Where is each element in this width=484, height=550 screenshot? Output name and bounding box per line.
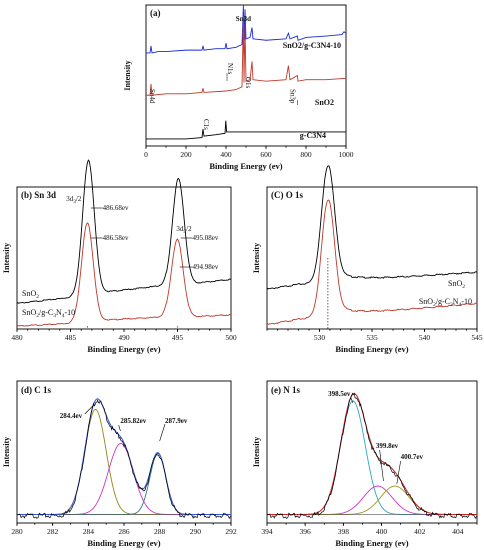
panel-a-series-2 — [146, 120, 346, 140]
d-xtick-label: 292 — [225, 527, 237, 536]
a-xtick-label: 0 — [144, 150, 148, 159]
panel-a-annot-o1s: O1s — [244, 77, 252, 89]
d-xtick-label: 282 — [47, 527, 59, 536]
panel-a-label-1: SnO2 — [315, 98, 334, 107]
a-xtick-label: 600 — [260, 150, 272, 159]
panel-b-annot-486-58: 486.58ev — [103, 234, 129, 242]
panel-e-leader-2 — [396, 460, 401, 485]
panel-c: 530 535 540 545 (C) O 1s Binding Energy (ev) I… — [252, 165, 483, 354]
a-xtick-label: 1000 — [339, 150, 354, 159]
panel-d-component-1 — [17, 443, 231, 515]
c-frame — [266, 186, 478, 330]
panel-d: 280 282 284 286 288 290 292 (d) C 1s Binding Ene… — [2, 380, 237, 548]
panel-a-annot-n1s: N1s — [226, 63, 234, 75]
b-xtick-label: 480 — [11, 333, 23, 342]
panel-b-annot-3d52: 3d5​/2 — [176, 225, 192, 235]
panel-a-annot-sn4d: Sn4d — [148, 89, 156, 104]
panel-e-component-2 — [267, 485, 477, 515]
panel-e-annot-1: 399.8ev — [376, 442, 399, 450]
panel-d-raw-data — [16, 399, 232, 519]
a-xtick-label: 400 — [220, 150, 232, 159]
panel-d-leader-2 — [159, 423, 166, 442]
a-xtick-label: 200 — [180, 150, 192, 159]
panel-d-leader-1 — [118, 424, 121, 432]
panel-d-ylabel: Intensity — [2, 437, 11, 467]
panel-a-annot-sn3d: Sn3d — [236, 15, 251, 23]
d-xtick-label: 284 — [83, 527, 95, 536]
panel-a-label-0: SnO2/g-C3N4-10 — [283, 41, 341, 50]
panel-d-annot-2: 287.9ev — [165, 417, 188, 425]
panel-b-series-0 — [16, 159, 232, 304]
panel-c-label-1: SnO2​/g-C3​N4​-10 — [419, 297, 472, 308]
panel-b-annot-486-68: 486.68ev — [103, 204, 129, 212]
panel-a-xlabel: Binding Energy (ev) — [209, 161, 282, 171]
e-xtick-label: 404 — [452, 527, 464, 536]
panel-c-ylabel: Intensity — [252, 243, 261, 273]
panel-a: 0 200 400 600 800 1000 (a) Binding Energy (ev) I… — [123, 4, 354, 171]
d-xtick-label: 290 — [190, 527, 202, 536]
panel-a-series-1 — [146, 16, 347, 96]
panel-b-annot-494-98: 494.98ev — [192, 263, 218, 271]
d-frame — [16, 380, 232, 524]
panel-d-leader-0 — [84, 404, 94, 415]
panel-d-component-0 — [17, 408, 231, 515]
panel-b: 480 485 490 495 500 (b) Sn 3d Binding Energy (… — [2, 159, 237, 354]
e-frame — [266, 380, 478, 524]
a-xtick-label: 800 — [300, 150, 312, 159]
panel-d-component-2 — [17, 452, 231, 515]
panel-c-label-0: SnO2​ — [448, 279, 465, 290]
d-xtick-label: 280 — [11, 527, 23, 536]
c-xtick-label: 535 — [366, 333, 378, 342]
b-xtick-label: 500 — [225, 333, 237, 342]
panel-b-annot-495-08: 495.08ev — [192, 234, 218, 242]
d-xtick-label: 286 — [118, 527, 130, 536]
e-xtick-label: 400 — [376, 527, 388, 536]
panel-e-leader-0 — [350, 397, 354, 404]
panel-e-ylabel: Intensity — [252, 437, 261, 467]
panel-e-annot-0: 398.5ev — [328, 390, 351, 398]
panel-d-title: (d) C 1s — [21, 385, 51, 395]
panel-e-raw-data — [266, 392, 478, 519]
panel-c-series-1 — [266, 199, 478, 326]
panel-e-fit-envelope — [267, 393, 477, 515]
panel-b-annot-3d32: 3d3​/2 — [66, 195, 82, 205]
e-xtick-label: 402 — [414, 527, 426, 536]
panel-a-ylabel: Intensity — [123, 60, 132, 90]
panel-d-annot-1: 285.82ev — [120, 417, 146, 425]
b-xtick-label: 485 — [65, 333, 77, 342]
panel-e-leader-1 — [379, 449, 384, 482]
panel-a-annot-c1s: C1s — [202, 119, 210, 130]
panel-e: 394 396 398 400 402 404 (e) N 1s Binding Energy… — [252, 380, 478, 548]
panel-d-xlabel: Binding Energy (ev) — [87, 538, 160, 548]
panel-b-title: (b) Sn 3d — [21, 190, 56, 200]
panel-b-label-1: SnO2​/g-C3​N4​-10 — [22, 308, 75, 319]
panel-e-component-0 — [267, 400, 477, 515]
panel-e-title: (e) N 1s — [271, 385, 300, 395]
panel-b-xlabel: Binding Energy (ev) — [87, 344, 160, 354]
panel-c-series-0 — [266, 165, 478, 290]
e-xtick-label: 396 — [300, 527, 312, 536]
panel-c-title: (C) O 1s — [271, 190, 303, 200]
panel-e-annot-2: 400.7ev — [401, 453, 424, 461]
panel-d-annot-0: 284.4ev — [60, 412, 83, 420]
panel-b-label-0: SnO2​ — [22, 289, 39, 300]
panel-a-label-2: g-C3N4 — [300, 131, 326, 140]
d-xtick-label: 288 — [154, 527, 166, 536]
panel-a-annot-sn3p: Sn3p — [288, 89, 296, 104]
panel-a-title: (a) — [150, 8, 161, 18]
panel-e-xlabel: Binding Energy (ev) — [335, 538, 408, 548]
panel-c-xlabel: Binding Energy (ev) — [335, 344, 408, 354]
c-xtick-label: 530 — [314, 333, 326, 342]
c-xtick-label: 545 — [471, 333, 483, 342]
e-xtick-label: 394 — [261, 527, 273, 536]
b-xtick-label: 490 — [118, 333, 130, 342]
c-xtick-label: 540 — [419, 333, 431, 342]
panel-b-ylabel: Intensity — [2, 243, 11, 273]
b-xtick-label: 495 — [172, 333, 184, 342]
e-xtick-label: 398 — [338, 527, 350, 536]
panel-b-series-1 — [16, 222, 232, 327]
panel-e-component-1 — [267, 485, 477, 515]
